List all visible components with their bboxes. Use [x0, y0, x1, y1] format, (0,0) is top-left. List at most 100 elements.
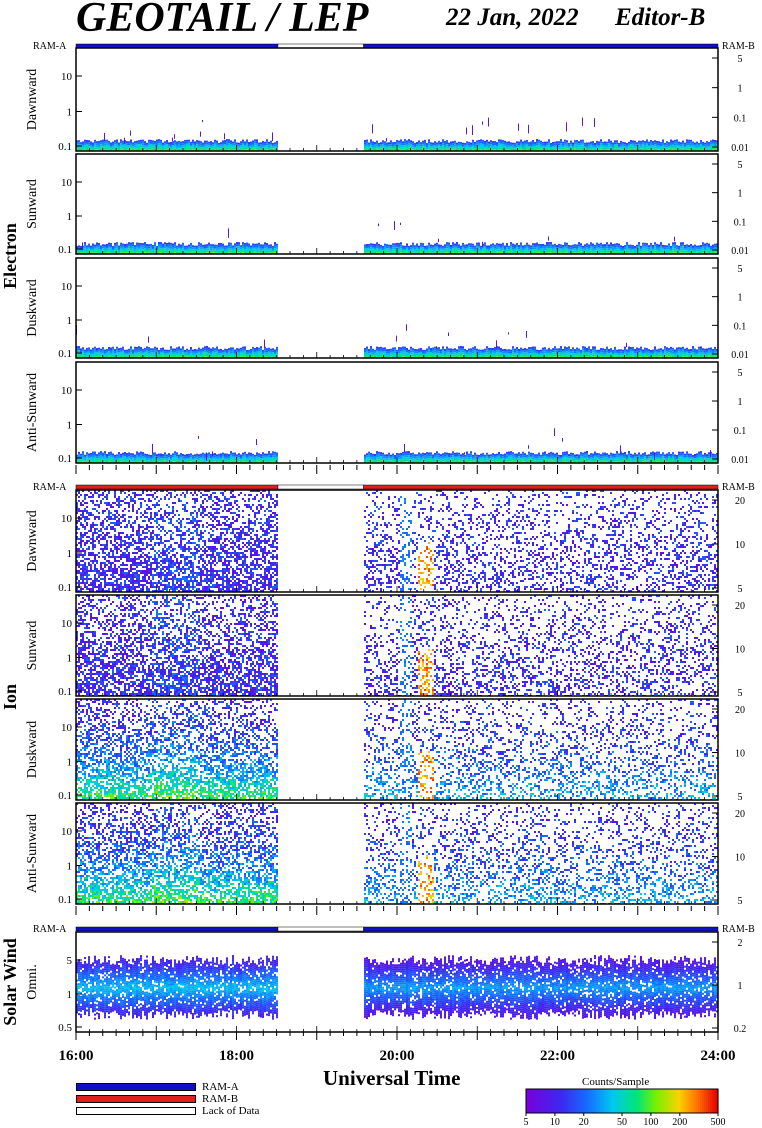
spectrogram-cell [206, 244, 208, 247]
spectrogram-cell [608, 250, 610, 253]
spectrogram-cell [610, 244, 612, 247]
spectrogram-cell [538, 355, 540, 358]
spectrogram-cell [660, 350, 662, 353]
spectrogram-cell [130, 139, 132, 142]
spectrogram-cell [166, 140, 168, 143]
spectrogram-cell [614, 348, 616, 351]
spectrogram-cell [264, 141, 266, 144]
spectrogram-cell [514, 146, 516, 149]
spectrogram-cell [646, 249, 648, 252]
spectrogram-cell [632, 142, 634, 145]
spectrogram-cell [518, 143, 520, 146]
spectrogram-cell [364, 148, 366, 151]
spectrogram-cell [118, 352, 120, 355]
spectrogram-cell [252, 148, 254, 151]
spectrogram-cell [126, 143, 128, 146]
spectrogram-cell [678, 251, 680, 254]
spectrogram-cell [228, 228, 229, 238]
spectrogram-cell [120, 244, 122, 247]
spectrogram-cell [486, 354, 488, 357]
spectrogram-cell [128, 244, 130, 247]
spectrogram-cell [204, 354, 206, 357]
spectrogram-cell [652, 143, 654, 146]
spectrogram-cell [154, 146, 156, 149]
spectrogram-cell [78, 140, 80, 143]
spectrogram-cell [448, 148, 450, 151]
spectrogram-cell [202, 353, 204, 356]
spectrogram-cell [704, 146, 706, 149]
y-tick-label-right: 1 [738, 84, 743, 95]
spectrogram-cell [116, 141, 118, 144]
spectrogram-cell [196, 355, 198, 358]
spectrogram-cell [184, 349, 186, 352]
spectrogram-cell [390, 352, 392, 355]
spectrogram-cell [386, 144, 388, 147]
spectrogram-cell [136, 142, 138, 145]
spectrogram-cell [524, 248, 526, 251]
spectrogram-cell [422, 349, 424, 352]
spectrogram-cell [580, 355, 582, 358]
spectrogram-cell [120, 141, 122, 144]
spectrogram-cell [690, 145, 692, 148]
spectrogram-cell [238, 248, 240, 251]
spectrogram-cell [122, 140, 124, 143]
spectrogram-cell [270, 248, 272, 251]
spectrogram-cell [534, 346, 536, 349]
spectrogram-cell [130, 248, 132, 251]
spectrogram-cell [390, 142, 392, 145]
spectrogram-cell [372, 243, 374, 246]
spectrogram-cell [424, 145, 426, 148]
spectrogram-cell [418, 350, 420, 353]
spectrogram-cell [482, 353, 484, 356]
spectrogram-cell [400, 246, 402, 249]
spectrogram-cell [196, 351, 198, 354]
spectrogram-cell [114, 140, 116, 143]
spectrogram-cell [632, 146, 634, 149]
spectrogram-cell [228, 354, 230, 357]
spectrogram-cell [430, 146, 432, 149]
spectrogram-cell [620, 251, 622, 254]
spectrogram-cell [378, 223, 379, 227]
spectrogram-cell [628, 356, 630, 358]
spectrogram-cell [488, 353, 490, 356]
spectrogram-cell [676, 247, 678, 250]
spectrogram-cell [94, 346, 96, 349]
spectrogram-cell [134, 352, 136, 355]
spectrogram-cell [254, 243, 256, 246]
spectrogram-cell [600, 352, 602, 355]
spectrogram-cell [400, 244, 402, 247]
spectrogram-cell [524, 144, 526, 147]
spectrogram-cell [460, 249, 462, 252]
spectrogram-cell [608, 353, 610, 356]
spectrogram-cell [696, 251, 698, 254]
spectrogram-cell [154, 350, 156, 353]
spectrogram-cell [94, 143, 96, 146]
spectrogram-cell [630, 349, 632, 352]
spectrogram-cell [594, 148, 596, 151]
spectrogram-cell [602, 348, 604, 351]
spectrogram-cell [624, 144, 626, 147]
spectrogram-cell [394, 141, 396, 144]
spectrogram-cell [258, 244, 260, 247]
spectrogram-cell [260, 246, 262, 249]
spectrogram-cell [686, 351, 688, 354]
spectrogram-cell [424, 143, 426, 146]
spectrogram-cell [522, 249, 524, 252]
spectrogram-cell [208, 242, 210, 245]
spectrogram-cell [568, 250, 570, 253]
spectrogram-cell [404, 141, 406, 144]
spectrogram-cell [672, 250, 674, 253]
spectrogram-cell [714, 346, 716, 349]
spectrogram-cell [694, 352, 696, 355]
spectrogram-cell [442, 350, 444, 353]
spectrogram-cell [158, 143, 160, 146]
spectrogram-cell [586, 144, 588, 147]
spectrogram-cell [108, 146, 110, 149]
spectrogram-cell [390, 246, 392, 249]
spectrogram-cell [126, 141, 128, 144]
spectrogram-cell [252, 146, 254, 149]
spectrogram-cell [632, 350, 634, 353]
spectrogram-cell [158, 353, 160, 356]
spectrogram-cell [562, 145, 564, 148]
spectrogram-cell [418, 142, 420, 145]
